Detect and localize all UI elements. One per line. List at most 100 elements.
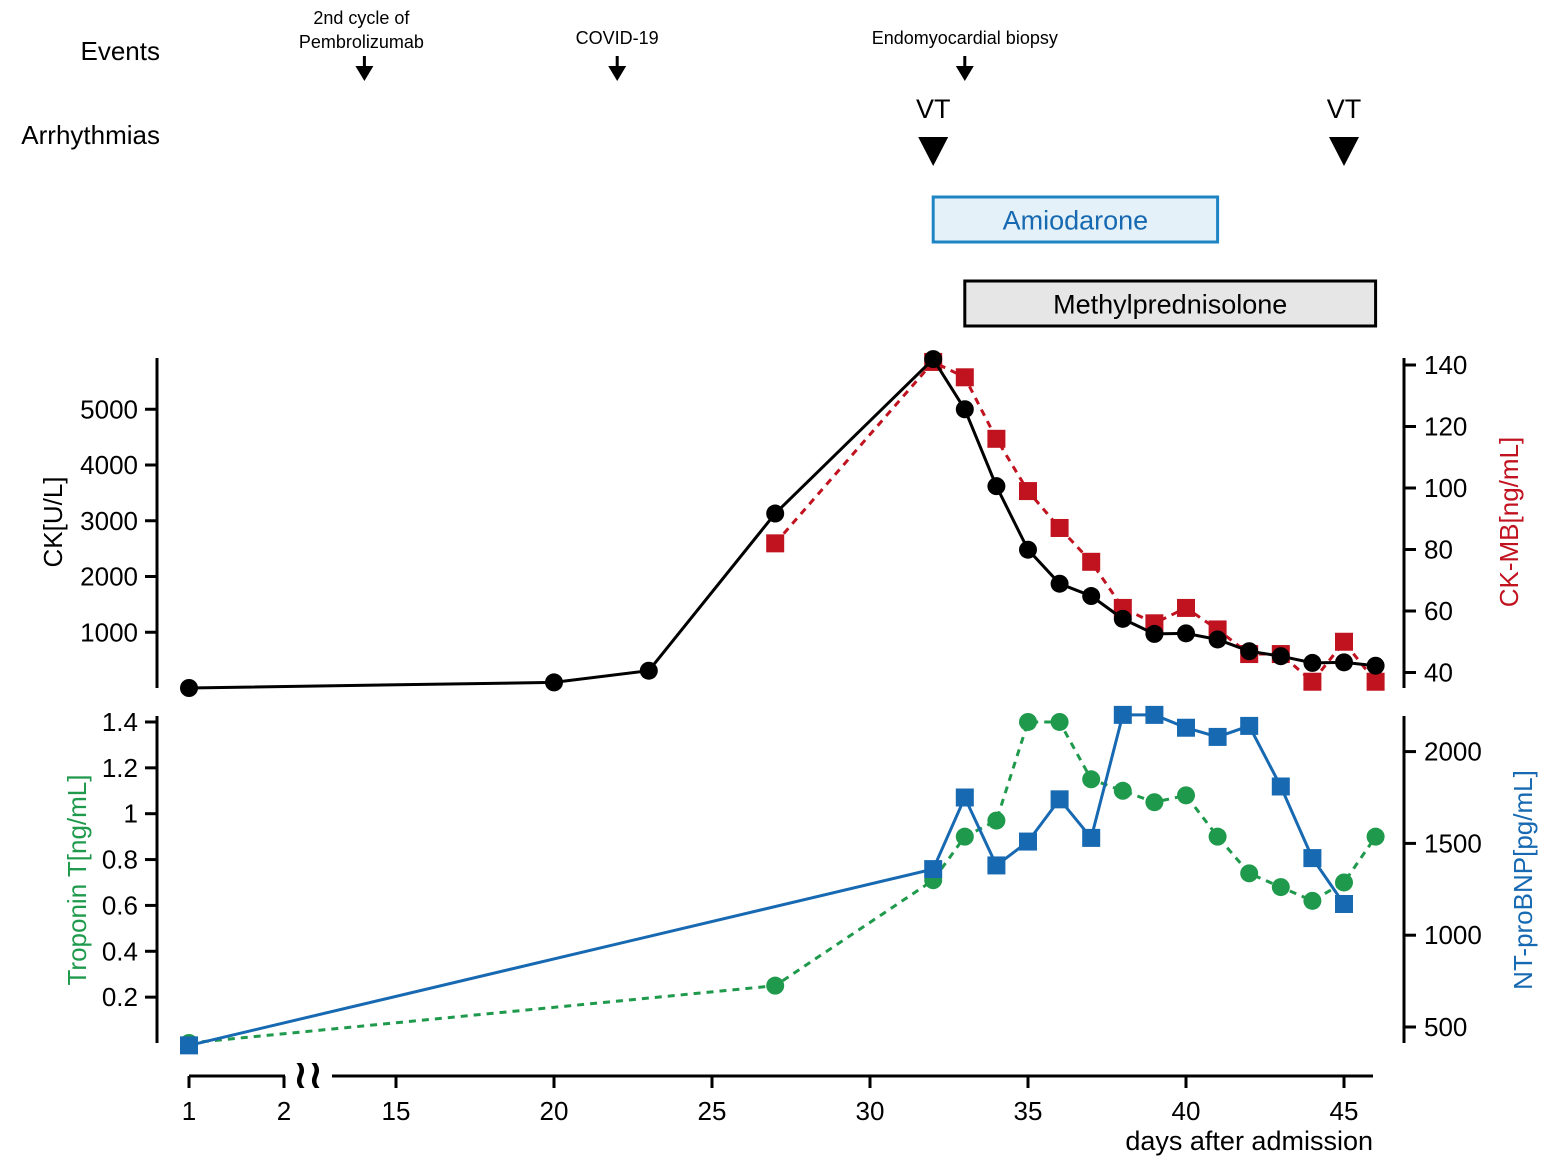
treatment-bar [931, 195, 1220, 244]
ckmb-tick-label: 40 [1424, 658, 1453, 688]
event-label: 2nd cycle of [313, 8, 410, 28]
ckmb-point [1335, 632, 1353, 651]
x-tick-label: 20 [540, 1096, 569, 1126]
troponin-point [1113, 781, 1132, 800]
arrhythmia-layer: VT VT [916, 94, 1361, 166]
ck-point [1113, 609, 1132, 628]
ck-point [1208, 630, 1227, 649]
x-tick-label: 2 [277, 1096, 291, 1126]
x-axis: ≀≀ 1 2 15 20 25 30 35 40 45 days after admission [182, 1053, 1373, 1156]
troponin-point [766, 976, 785, 995]
axis-break-symbol: ≀≀ [293, 1053, 323, 1097]
event-arrow-icon [608, 66, 627, 81]
troponin-line [188, 720, 1377, 1045]
ntprobnp-point [1177, 718, 1195, 737]
ntprobnp-point [180, 1036, 198, 1055]
ck-point [1240, 642, 1259, 661]
troponin-tick-label: 0.8 [102, 845, 138, 875]
ck-tick-label: 5000 [80, 394, 138, 424]
ntprobnp-point [987, 856, 1006, 875]
ck-point [1145, 624, 1164, 643]
ckmb-tick-label: 140 [1424, 350, 1467, 380]
ck-tick-label: 2000 [80, 562, 138, 592]
ntprobnp-line [188, 713, 1346, 1047]
event-arrow-icon [355, 66, 374, 81]
ntprobnp-point [1082, 828, 1101, 847]
ck-tick-label: 3000 [80, 506, 138, 536]
ck-point [766, 504, 785, 523]
arrhythmia-label: VT [916, 94, 951, 124]
ck-point [1303, 653, 1322, 672]
arrhythmia-triangle-icon [1329, 137, 1359, 166]
ck-point [1366, 656, 1385, 675]
arrhythmia-label: VT [1327, 94, 1362, 124]
troponin-point [1366, 827, 1385, 846]
x-tick-label: 15 [382, 1096, 411, 1126]
troponin-tick-label: 1 [124, 799, 138, 829]
ckmb-point [955, 368, 974, 387]
troponin-point [1271, 878, 1290, 897]
event-label: Pembrolizumab [299, 32, 424, 52]
troponin-point [1335, 873, 1353, 892]
ckmb-point [1177, 598, 1195, 617]
ntprobnp-series [180, 705, 1353, 1055]
ckmb-tick-label: 100 [1424, 473, 1467, 503]
ck-point [1177, 624, 1195, 643]
x-axis-title: days after admission [1125, 1126, 1373, 1156]
event-marker: 2nd cycle of Pembrolizumab [299, 8, 424, 81]
ntprobnp-tick-label: 1000 [1424, 920, 1482, 950]
ntprobnp-point [1050, 790, 1069, 809]
treatment-bar [963, 279, 1378, 328]
ckmb-point [1303, 672, 1322, 691]
ck-point [987, 477, 1006, 496]
ckmb-point [766, 534, 785, 553]
ckmb-point [1366, 672, 1385, 691]
events-row-label: Events [81, 36, 161, 66]
ck-line [188, 356, 1376, 690]
ck-tick-label: 1000 [80, 617, 138, 647]
ckmb-tick-label: 120 [1424, 412, 1467, 442]
x-tick-label: 45 [1330, 1096, 1359, 1126]
ckmb-point [987, 429, 1006, 448]
event-arrow-icon [955, 66, 974, 81]
troponin-point [1208, 827, 1227, 846]
ck-point [545, 673, 563, 692]
x-tick-label: 25 [698, 1096, 727, 1126]
amiodarone-bar: Amiodarone [931, 195, 1220, 244]
ntprobnp-point [1019, 832, 1037, 851]
x-tick-label: 35 [1014, 1096, 1043, 1126]
x-tick-label: 30 [856, 1096, 885, 1126]
troponin-series [180, 712, 1385, 1052]
methylprednisolone-bar: Methylprednisolone [963, 279, 1378, 328]
ck-point [1271, 647, 1290, 666]
event-label: Endomyocardial biopsy [872, 28, 1058, 48]
troponin-tick-label: 0.4 [102, 936, 138, 966]
troponin-point [1145, 793, 1164, 812]
troponin-point [1177, 786, 1195, 805]
ntprobnp-point [1208, 727, 1227, 746]
ntprobnp-point [1113, 705, 1132, 724]
ntprobnp-axis-title: NT-proBNP[pg/mL] [1508, 770, 1538, 990]
troponin-tick-label: 0.2 [102, 982, 138, 1012]
ntprobnp-point [1335, 894, 1353, 913]
ntprobnp-tick-label: 500 [1424, 1012, 1467, 1042]
ck-point [639, 661, 658, 680]
troponin-point [955, 827, 974, 846]
ck-axis-title: CK[U/L] [38, 476, 68, 567]
ck-tick-label: 4000 [80, 450, 138, 480]
event-marker: COVID-19 [576, 28, 659, 81]
troponin-point [1050, 712, 1069, 731]
troponin-tick-label: 1.4 [102, 707, 138, 737]
ntprobnp-point [924, 860, 943, 879]
treatment-label: Amiodarone [1003, 206, 1149, 236]
ck-point [955, 400, 974, 419]
events-layer: 2nd cycle of Pembrolizumab COVID-19 Endomyo… [299, 8, 1058, 81]
ntprobnp-point [1271, 777, 1290, 796]
ck-point [1335, 653, 1353, 672]
x-tick-label: 40 [1172, 1096, 1201, 1126]
troponin-point [987, 811, 1006, 830]
ck-panel: 1000 2000 3000 4000 5000 40 60 80 100 120 140 CK[… [38, 350, 1524, 697]
treatment-layer: Amiodarone Methylprednisolone [931, 195, 1378, 328]
troponin-tick-label: 0.6 [102, 890, 138, 920]
